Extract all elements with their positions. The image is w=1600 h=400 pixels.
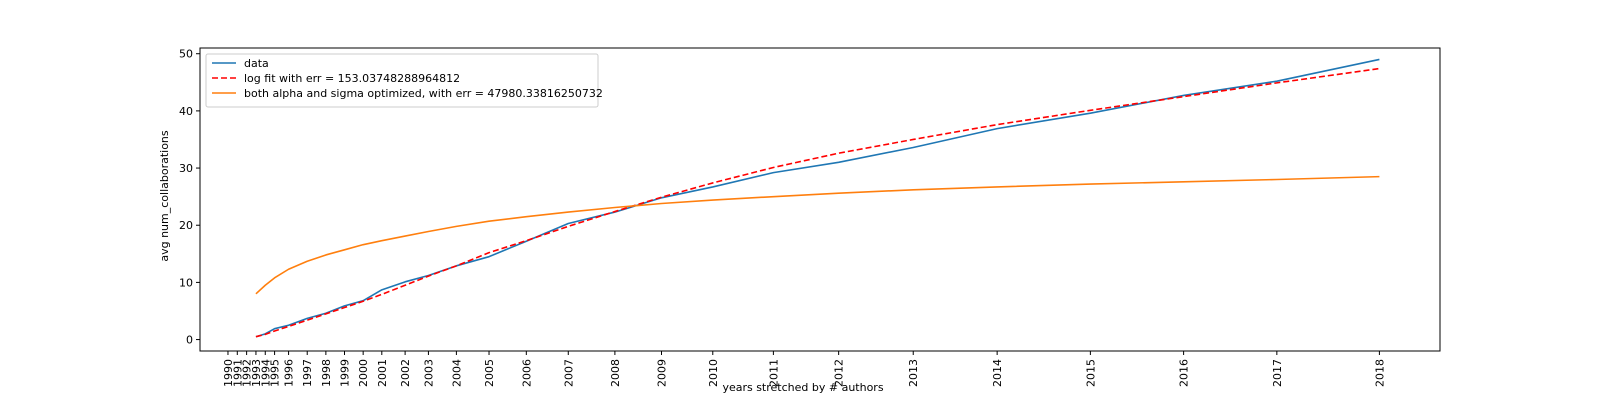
y-tick-label: 20 (179, 219, 193, 232)
y-tick-label: 40 (179, 105, 193, 118)
x-axis-label: years stretched by # authors (722, 381, 883, 394)
series-line-1 (255, 67, 1380, 338)
legend-label: both alpha and sigma optimized, with err… (244, 87, 603, 100)
x-tick-label: 1993 (250, 359, 263, 387)
legend-label: log fit with err = 153.03748288964812 (244, 72, 460, 85)
x-tick-label: 1991 (231, 359, 244, 387)
x-tick-label: 2018 (1373, 359, 1386, 387)
x-tick-label: 1998 (320, 359, 333, 387)
series-line-2 (255, 175, 1380, 295)
x-tick-label: 2006 (520, 359, 533, 387)
legend: data log fit with err = 153.0374828896481… (205, 53, 603, 108)
x-tick-label: 2001 (376, 359, 389, 387)
x-tick-label: 1999 (339, 359, 352, 387)
x-tick-label: 1990 (222, 359, 235, 387)
x-tick-label: 2008 (609, 359, 622, 387)
y-tick-label: 10 (179, 276, 193, 289)
x-tick-label: 2009 (656, 359, 669, 387)
x-tick-label: 1997 (301, 359, 314, 387)
y-tick-label: 50 (179, 48, 193, 61)
x-tick-label: 2003 (422, 359, 435, 387)
x-tick-label: 2014 (991, 359, 1004, 387)
x-tick-label: 2000 (357, 359, 370, 387)
x-tick-label: 1995 (269, 359, 282, 387)
x-tick-label: 2015 (1084, 359, 1097, 387)
x-tick-label: 2013 (907, 359, 920, 387)
x-tick-label: 2004 (450, 359, 463, 387)
y-axis-label: avg num_collaborations (158, 130, 171, 262)
x-tick-label: 2007 (562, 359, 575, 387)
y-tick-label: 30 (179, 162, 193, 175)
x-tick-label: 1994 (259, 359, 272, 387)
x-tick-label: 1996 (283, 359, 296, 387)
legend-label: data (244, 57, 269, 70)
x-tick-label: 2017 (1271, 359, 1284, 387)
series-line-0 (255, 58, 1380, 338)
plot-frame (199, 47, 1441, 352)
x-tick-label: 2011 (767, 359, 780, 387)
x-tick-label: 2002 (399, 359, 412, 387)
x-tick-label: 1992 (241, 359, 254, 387)
x-tick-label: 2016 (1178, 359, 1191, 387)
y-tick-label: 0 (186, 334, 193, 347)
x-tick-label: 2005 (483, 359, 496, 387)
x-tick-label: 2012 (833, 359, 846, 387)
legend-box (205, 53, 599, 108)
x-tick-label: 2010 (707, 359, 720, 387)
